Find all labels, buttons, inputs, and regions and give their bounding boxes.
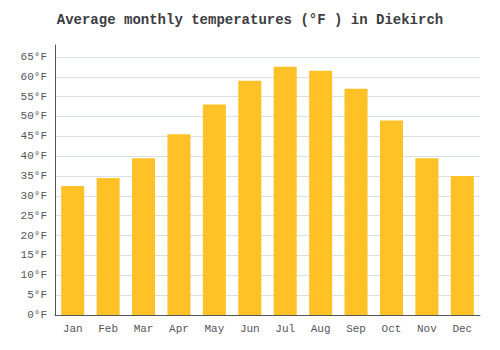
svg-text:45°F: 45°F bbox=[21, 130, 47, 142]
svg-text:Mar: Mar bbox=[134, 323, 154, 335]
svg-text:Apr: Apr bbox=[169, 323, 189, 335]
svg-text:20°F: 20°F bbox=[21, 230, 47, 242]
svg-text:Average monthly temperatures (: Average monthly temperatures (°F ) in Di… bbox=[57, 12, 443, 28]
svg-text:5°F: 5°F bbox=[27, 289, 47, 301]
svg-text:0°F: 0°F bbox=[27, 309, 47, 321]
svg-text:40°F: 40°F bbox=[21, 150, 47, 162]
svg-text:Dec: Dec bbox=[452, 323, 472, 335]
svg-text:55°F: 55°F bbox=[21, 91, 47, 103]
svg-text:25°F: 25°F bbox=[21, 210, 47, 222]
svg-text:Feb: Feb bbox=[98, 323, 118, 335]
svg-text:35°F: 35°F bbox=[21, 170, 47, 182]
svg-text:May: May bbox=[204, 323, 224, 335]
svg-text:Aug: Aug bbox=[311, 323, 331, 335]
svg-text:Jan: Jan bbox=[63, 323, 83, 335]
svg-text:Jun: Jun bbox=[240, 323, 260, 335]
svg-text:Jul: Jul bbox=[275, 323, 295, 335]
svg-text:65°F: 65°F bbox=[21, 51, 47, 63]
svg-text:Nov: Nov bbox=[417, 323, 437, 335]
svg-text:15°F: 15°F bbox=[21, 249, 47, 261]
svg-text:10°F: 10°F bbox=[21, 269, 47, 281]
svg-text:50°F: 50°F bbox=[21, 110, 47, 122]
svg-text:Sep: Sep bbox=[346, 323, 366, 335]
svg-text:30°F: 30°F bbox=[21, 190, 47, 202]
svg-text:Oct: Oct bbox=[382, 323, 402, 335]
svg-text:60°F: 60°F bbox=[21, 71, 47, 83]
